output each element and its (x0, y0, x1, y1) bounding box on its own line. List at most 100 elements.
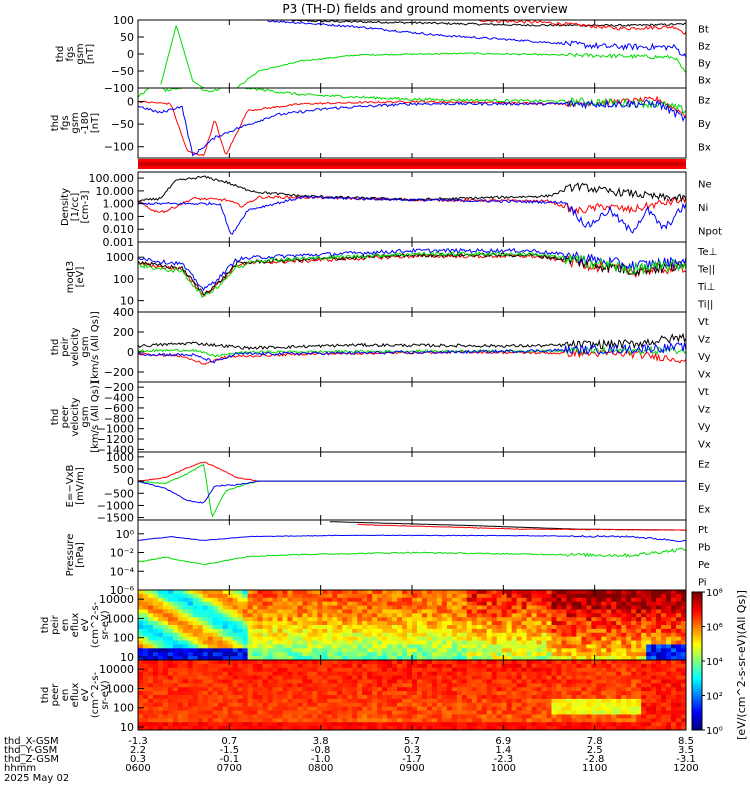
spectrogram-cell (147, 698, 154, 704)
spectrogram-cell (267, 718, 273, 723)
spectrogram-cell (392, 625, 398, 630)
spectrogram-cell (257, 593, 263, 599)
spectrogram-cell (257, 722, 263, 727)
spectrogram-cell (646, 714, 652, 719)
spectrogram-cell (416, 702, 423, 708)
spectrogram-cell (516, 714, 522, 719)
spectrogram-cell (237, 695, 244, 700)
spectrogram-cell (426, 636, 433, 641)
spectrogram-cell (397, 718, 403, 723)
spectrogram-cell (227, 597, 234, 603)
spectrogram-cell (342, 722, 348, 727)
spectrogram-cell (138, 706, 144, 711)
spectrogram-cell (486, 621, 493, 626)
y-label-line: peir (60, 336, 71, 356)
spectrogram-cell (312, 652, 318, 657)
spectrogram-cell (656, 605, 662, 610)
spectrogram-cell (262, 609, 268, 614)
spectrogram-cell (536, 726, 542, 731)
spectrogram-cell (621, 675, 627, 680)
spectrogram-cell (531, 718, 537, 723)
spectrogram-cell (656, 632, 662, 638)
spectrogram-cell (152, 671, 159, 676)
spectrogram-cell (237, 590, 244, 595)
spectrogram-cell (342, 593, 348, 599)
spectrogram-cell (556, 702, 562, 708)
spectrogram-cell (661, 714, 667, 719)
spectrogram-cell (426, 609, 433, 614)
spectrogram-cell (491, 679, 498, 684)
spectrogram-cell (456, 636, 463, 641)
spectrogram-cell (402, 601, 408, 606)
spectrogram-cell (138, 722, 144, 727)
spectrogram-cell (287, 640, 293, 645)
spectrogram-cell (147, 663, 154, 669)
spectrogram-cell (626, 710, 632, 715)
spectrogram-cell (626, 648, 632, 653)
spectrogram-cell (631, 683, 637, 688)
spectrogram-cell (262, 636, 268, 641)
spectrogram-cell (581, 609, 587, 614)
spectrogram-cell (322, 718, 328, 723)
spectrogram-cell (621, 632, 627, 638)
spectrogram-cell (177, 722, 184, 727)
spectrogram-cell (332, 597, 338, 603)
spectrogram-cell (192, 683, 199, 688)
x-tick-value: 5.7 (404, 736, 420, 747)
spectrogram-cell (526, 691, 532, 696)
series-by-line (160, 24, 687, 89)
spectrogram-cell (461, 621, 468, 626)
spectrogram-cell (566, 632, 572, 638)
spectrogram-cell (461, 625, 468, 630)
spectrogram-cell (197, 675, 204, 680)
spectrogram-cell (292, 621, 298, 626)
spectrogram-cell (312, 691, 318, 696)
spectrogram-cell (367, 722, 373, 727)
spectrogram-cell (357, 702, 363, 708)
spectrogram-cell (262, 683, 268, 688)
spectrogram-cell (676, 722, 682, 727)
spectrogram-cell (606, 660, 612, 665)
spectrogram-cell (157, 714, 164, 719)
spectrogram-cell (172, 671, 179, 676)
spectrogram-cell (486, 652, 493, 657)
spectrogram-cell (307, 714, 313, 719)
spectrogram-cell (287, 667, 293, 673)
spectrogram-cell (142, 632, 149, 638)
spectrogram-cell (576, 593, 582, 599)
spectrogram-cell (382, 663, 388, 669)
spectrogram-cell (521, 590, 527, 595)
spectrogram-cell (387, 714, 393, 719)
spectrogram-cell (392, 628, 398, 634)
y-axis-label: moqt3 [eV] (65, 261, 86, 294)
spectrogram-cell (551, 597, 557, 603)
spectrogram-cell (307, 663, 313, 669)
spectrogram-cell (332, 660, 338, 665)
spectrogram-cell (466, 636, 473, 641)
spectrogram-cell (571, 652, 577, 657)
spectrogram-cell (431, 679, 438, 684)
spectrogram-cell (352, 722, 358, 727)
spectrogram-cell (636, 621, 642, 626)
y-axis-label: Density [1/cc] [cm-3] (60, 188, 91, 226)
spectrogram-cell (431, 726, 438, 731)
spectrogram-cell (237, 644, 244, 649)
spectrogram-cell (407, 601, 413, 606)
spectrogram-cell (402, 683, 408, 688)
spectrogram-cell (461, 718, 468, 723)
colorbar-segment (692, 635, 702, 639)
spectrogram-cell (626, 605, 632, 610)
spectrogram-cell (616, 663, 622, 669)
spectrogram-cell (337, 632, 343, 638)
spectrogram-cell (676, 726, 682, 731)
spectrogram-cell (307, 656, 313, 661)
spectrogram-cell (526, 625, 532, 630)
spectrogram-cell (456, 652, 463, 657)
spectrogram-cell (666, 632, 672, 638)
spectrogram-cell (621, 660, 627, 665)
spectrogram-cell (556, 597, 562, 603)
spectrogram-cell (292, 628, 298, 634)
spectrogram-cell (666, 640, 672, 645)
spectrogram-cell (282, 632, 288, 638)
spectrogram-cell (451, 601, 458, 606)
